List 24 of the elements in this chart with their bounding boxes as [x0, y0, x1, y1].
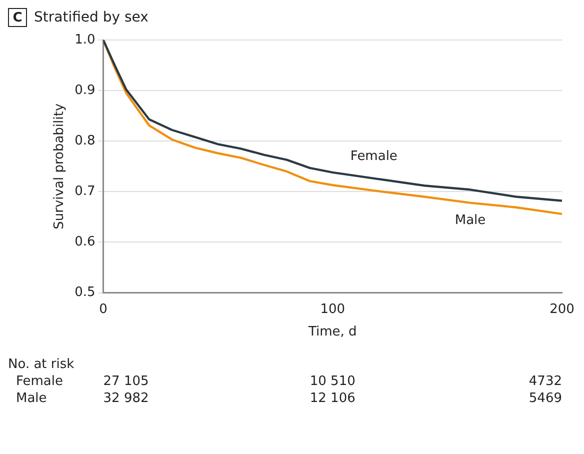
y-tick-label: 0.9	[74, 82, 96, 98]
x-tick-label: 100	[320, 302, 346, 317]
y-tick-label: 0.5	[74, 285, 96, 300]
text: Male	[16, 391, 47, 406]
x-tick-label: 0	[99, 302, 108, 317]
y-tick-label: 0.6	[74, 234, 96, 250]
text: 27 105	[103, 374, 149, 390]
text: 32 982	[103, 391, 149, 406]
y-tick-label: 0.8	[74, 133, 96, 148]
y-axis-title: Survival probability	[52, 103, 68, 230]
x-axis-title: Time, d	[307, 324, 357, 340]
y-tick-label: 1.0	[74, 32, 96, 48]
chart-title: Stratified by sex	[34, 10, 148, 26]
x-tick-label: 200	[550, 302, 574, 317]
text: No. at risk	[8, 357, 75, 372]
text: C	[12, 10, 22, 26]
series-label: Female	[350, 148, 398, 164]
text: 12 106	[310, 391, 356, 406]
y-tick-label: 0.7	[74, 184, 96, 200]
text: 10 510	[310, 374, 356, 390]
text: 5469	[528, 391, 562, 406]
series-label: Male	[454, 213, 486, 228]
text: 4732	[528, 374, 562, 390]
text: Female	[16, 374, 64, 390]
